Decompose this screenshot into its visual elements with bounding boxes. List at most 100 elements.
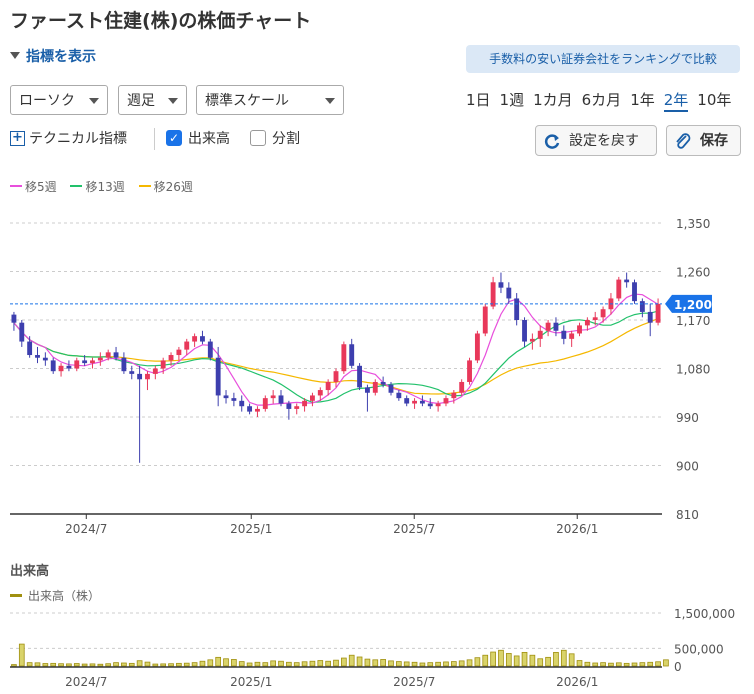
period-tab-1d[interactable]: 1日: [466, 91, 491, 109]
volume-x-tick-label: 2025/7: [393, 675, 435, 689]
scale-select[interactable]: 標準スケール: [196, 85, 344, 115]
period-tab-2y[interactable]: 2年: [663, 89, 689, 112]
period-tab-1w[interactable]: 1週: [499, 91, 525, 109]
volume-bar: [482, 654, 489, 667]
volume-tick-label: 1,500,000: [674, 607, 735, 621]
chart-type-select[interactable]: ローソク: [10, 85, 108, 115]
page-title: ファースト住建(株)の株価チャート: [10, 10, 312, 32]
candle-body: [341, 344, 347, 372]
candle-body: [545, 322, 551, 331]
reset-label: 設定を戻す: [569, 133, 639, 149]
volume-bar: [238, 661, 245, 667]
volume-bar: [419, 662, 426, 667]
candle-body: [592, 317, 598, 320]
volume-bar: [81, 663, 88, 667]
candle-body: [231, 398, 237, 401]
volume-bar: [105, 663, 112, 667]
candle-body: [600, 309, 606, 318]
volume-bar: [631, 662, 638, 667]
volume-bar: [207, 659, 214, 667]
candle-body: [435, 403, 441, 407]
volume-bar: [136, 660, 143, 667]
volume-bar: [270, 660, 276, 667]
candle-body: [655, 303, 661, 323]
period-tab-10y[interactable]: 10年: [697, 91, 732, 109]
y-tick-label: 1,170: [676, 314, 710, 328]
candle-body: [419, 400, 425, 404]
volume-bar: [450, 661, 457, 667]
split-label: 分割: [272, 131, 300, 147]
refresh-icon: [544, 134, 560, 149]
candle-body: [380, 381, 386, 385]
volume-bar: [545, 656, 551, 667]
volume-bar: [592, 662, 599, 667]
volume-bar: [521, 651, 528, 667]
candle-body: [584, 320, 590, 326]
volume-bar: [246, 662, 253, 667]
volume-bar: [553, 651, 559, 667]
volume-bar: [11, 664, 17, 667]
divider: [154, 128, 155, 150]
volume-bar: [18, 643, 25, 667]
volume-bar: [199, 660, 206, 667]
technical-indicator-button[interactable]: + テクニカル指標: [10, 128, 127, 148]
volume-bar: [262, 662, 269, 667]
paperclip-icon: [676, 133, 691, 149]
candle-body: [239, 400, 245, 407]
checkbox-checked-icon: ✓: [166, 130, 182, 146]
save-button[interactable]: 保存: [666, 125, 741, 156]
interval-select[interactable]: 週足: [118, 85, 187, 115]
candle-body: [137, 373, 143, 380]
candle-body: [145, 373, 150, 380]
legend-ma5: 移5週: [10, 180, 57, 194]
volume-bar: [490, 651, 496, 667]
volume-bar: [403, 661, 410, 667]
y-tick-label: 1,080: [676, 363, 710, 377]
period-tabs: 1日 1週 1カ月 6カ月 1年 2年 10年: [466, 89, 740, 112]
indicator-toggle[interactable]: 指標を表示: [10, 46, 96, 66]
ranking-button[interactable]: 手数料の安い証券会社をランキングで比較: [466, 45, 740, 73]
candle-body: [42, 357, 48, 361]
candle-body: [482, 306, 488, 334]
candle-body: [561, 330, 567, 339]
price-chart[interactable]: 1,350 1,260 1,170 1,080 990 900 810 2024/7 2025/…: [0, 0, 754, 540]
candle-body: [262, 398, 268, 409]
candle-body: [278, 395, 284, 404]
candle-body: [176, 349, 182, 356]
volume-bar: [231, 659, 237, 667]
volume-bar: [50, 662, 57, 667]
volume-bar: [663, 659, 669, 667]
ma5-line: [13, 293, 659, 406]
x-tick-label: 2025/1: [230, 522, 272, 536]
period-tab-6m[interactable]: 6カ月: [581, 91, 622, 109]
candle-body: [247, 406, 253, 412]
candle-body: [616, 279, 622, 299]
candle-body: [577, 325, 582, 334]
volume-legend: 出来高（株）: [10, 587, 100, 604]
candle-body: [223, 395, 229, 399]
candle-body: [27, 341, 33, 356]
volume-bar: [560, 649, 567, 667]
volume-bar: [655, 661, 661, 667]
volume-bar: [333, 659, 339, 667]
indicator-toggle-label: 指標を表示: [26, 49, 96, 65]
candle-body: [608, 298, 614, 310]
split-checkbox[interactable]: 分割: [250, 128, 300, 148]
volume-bar: [584, 661, 591, 667]
candle-body: [624, 279, 630, 283]
period-tab-1m[interactable]: 1カ月: [533, 91, 573, 109]
technical-label: テクニカル指標: [29, 131, 127, 147]
plus-icon: +: [10, 130, 25, 146]
candle-body: [506, 287, 512, 299]
period-tab-1y[interactable]: 1年: [630, 91, 655, 109]
volume-checkbox[interactable]: ✓ 出来高: [166, 128, 230, 148]
current-price-badge: [665, 294, 712, 313]
candle-body: [647, 311, 653, 323]
volume-bar: [608, 662, 614, 667]
reset-settings-button[interactable]: 設定を戻す: [535, 125, 657, 156]
scale-value: 標準スケール: [205, 93, 289, 109]
volume-bar: [443, 661, 449, 667]
candle-body: [19, 322, 25, 342]
volume-bar: [97, 663, 104, 667]
candle-body: [105, 352, 111, 358]
